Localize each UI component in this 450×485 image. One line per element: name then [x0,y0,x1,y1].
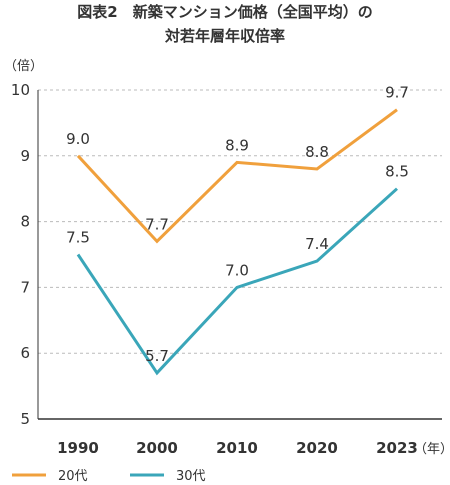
data-label-1-1990: 9.0 [66,130,90,148]
y-tick-label-6: 6 [20,344,30,362]
x-tick-label-2020: 2020 [296,439,338,457]
data-label-2-2023: 8.5 [385,163,409,181]
y-axis-ticks: 5 6 7 8 9 10 [11,81,30,428]
y-tick-label-9: 9 [20,147,30,165]
chart-title-line-1: 図表2 新築マンション価格（全国平均）の [77,3,373,21]
y-axis-unit-label: （倍） [4,59,43,74]
y-tick-label-7: 7 [20,278,30,296]
data-label-2-1990: 7.5 [66,229,90,247]
legend-label-1: 20代 [58,469,88,484]
series-2: 7.5 5.7 7.0 7.4 8.5 [66,163,409,376]
y-tick-label-8: 8 [20,213,30,231]
data-label-2-2020: 7.4 [305,235,329,253]
data-label-1-2010: 8.9 [225,136,249,154]
y-tick-label-10: 10 [11,81,30,99]
x-axis-ticks: 1990 2000 2010 2020 2023 [57,439,418,457]
x-tick-label-1990: 1990 [57,439,99,457]
series-group: 9.0 7.7 8.9 8.8 9.7 7.5 5.7 7.0 7.4 8.5 [66,84,409,376]
x-axis-unit-label: （年） [414,442,450,457]
x-tick-label-2010: 2010 [216,439,258,457]
data-label-1-2023: 9.7 [385,84,409,102]
series-line-1 [76,108,398,244]
x-tick-label-2023: 2023 [376,439,418,457]
chart-title: 図表2 新築マンション価格（全国平均）の 対若年層年収倍率 [0,0,450,48]
data-label-2-2010: 7.0 [225,261,249,279]
x-tick-label-2000: 2000 [136,439,178,457]
data-label-1-2000: 7.7 [145,215,169,233]
data-label-1-2020: 8.8 [305,143,329,161]
data-label-2-2000: 5.7 [145,347,169,365]
chart-title-line-2: 対若年層年収倍率 [164,27,285,45]
series-line-2 [76,187,399,376]
legend-label-2: 30代 [176,469,206,484]
series-1: 9.0 7.7 8.9 8.8 9.7 [66,84,409,244]
gridlines [38,89,442,354]
y-tick-label-5: 5 [20,410,30,428]
legend: 20代 30代 [12,469,206,484]
